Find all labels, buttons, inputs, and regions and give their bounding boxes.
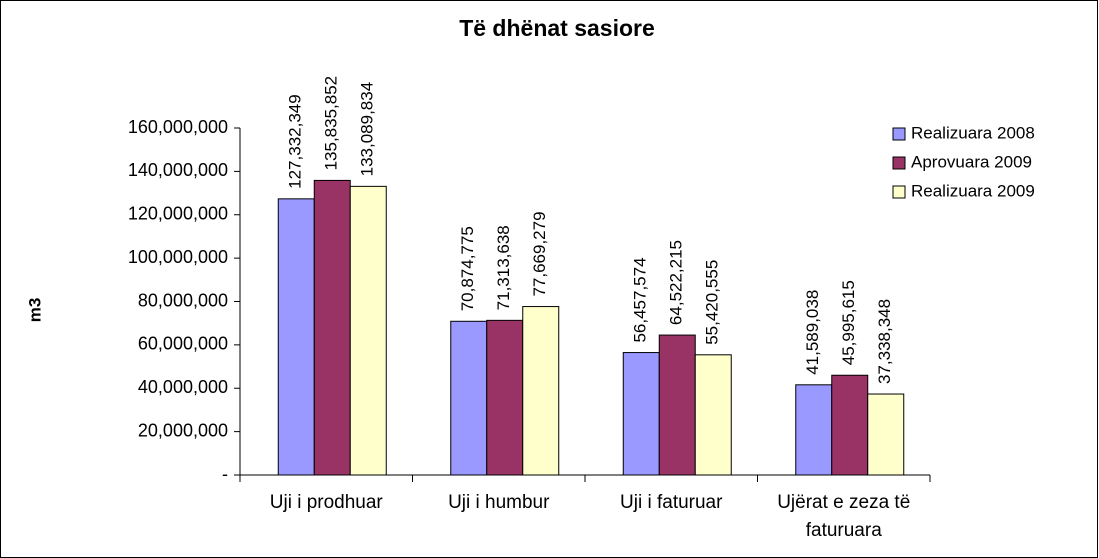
y-tick-label: 80,000,000 [138, 290, 228, 310]
y-tick-label: 100,000,000 [128, 247, 228, 267]
value-label: 37,338,348 [875, 299, 894, 384]
bar [349, 185, 387, 476]
legend-swatch [892, 185, 906, 199]
y-tick-label: 140,000,000 [128, 160, 228, 180]
bar [486, 319, 524, 476]
value-label: 41,589,038 [803, 290, 822, 375]
value-label: 77,669,279 [530, 211, 549, 296]
y-tick-label: 120,000,000 [128, 204, 228, 224]
y-tick-label: 40,000,000 [138, 377, 228, 397]
y-tick-label: - [222, 464, 228, 484]
value-label: 64,522,215 [667, 240, 686, 325]
x-tick-label: Uji i faturuar [620, 492, 723, 513]
value-label: 56,457,574 [631, 257, 650, 342]
x-tick-label: Uji i humbur [448, 492, 550, 513]
legend-label: Realizuara 2008 [911, 123, 1035, 142]
legend-swatch [892, 156, 906, 170]
y-tick-label: 20,000,000 [138, 420, 228, 440]
bar [522, 306, 560, 476]
bar [831, 374, 869, 476]
chart-title: Të dhënat sasiore [459, 15, 655, 41]
value-label: 55,420,555 [703, 260, 722, 345]
bar [313, 179, 351, 476]
x-tick-label: Uji i prodhuar [269, 492, 383, 513]
bar [277, 198, 315, 476]
bar [694, 354, 732, 476]
x-tick-label: Ujërat e zeza të faturuara [777, 492, 911, 541]
y-axis-label: m3 [25, 298, 44, 323]
y-tick-label: 60,000,000 [138, 334, 228, 354]
legend-label: Realizuara 2009 [911, 181, 1035, 200]
value-label: 45,995,615 [839, 280, 858, 365]
legend-label: Aprovuara 2009 [911, 152, 1032, 171]
bar [658, 334, 696, 476]
bar [622, 352, 660, 476]
bar [795, 384, 833, 476]
y-tick-label: 160,000,000 [128, 117, 228, 137]
value-label: 135,835,852 [322, 76, 341, 171]
value-label: 133,089,834 [358, 82, 377, 177]
legend-swatch [892, 127, 906, 141]
value-label: 127,332,349 [286, 94, 305, 189]
bar [450, 320, 488, 476]
value-label: 71,313,638 [494, 225, 513, 310]
bar [867, 393, 905, 476]
value-label: 70,874,775 [458, 226, 477, 311]
